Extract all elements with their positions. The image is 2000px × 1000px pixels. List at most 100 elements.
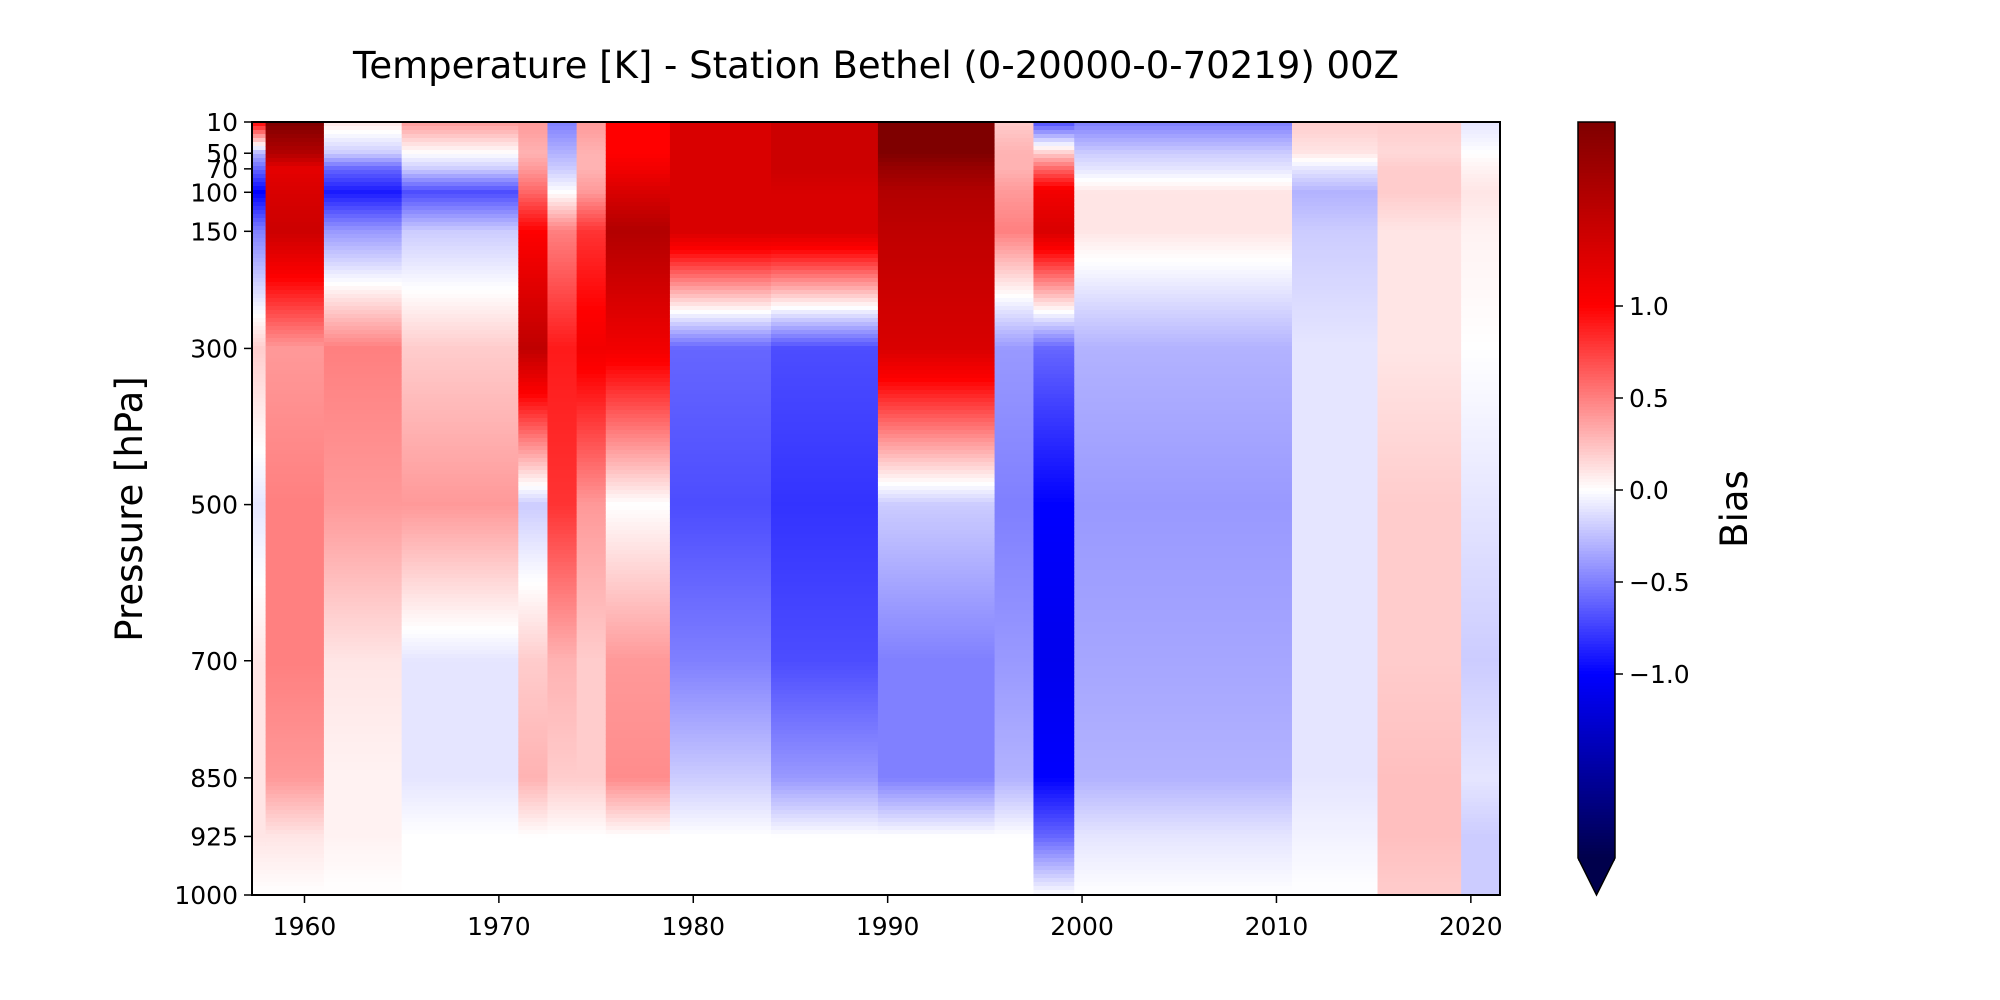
heatmap-cell <box>252 218 267 223</box>
heatmap-cell <box>576 242 607 247</box>
heatmap-cell <box>771 630 879 635</box>
colorbar-segment <box>1578 572 1615 576</box>
heatmap-cell <box>252 550 267 555</box>
heatmap-cell <box>518 702 549 707</box>
heatmap-cell <box>1461 510 1500 515</box>
heatmap-cell <box>547 750 578 755</box>
colorbar-segment <box>1578 332 1615 336</box>
heatmap-cell <box>252 606 267 611</box>
heatmap-cell <box>1292 446 1379 451</box>
heatmap-cell <box>877 334 996 339</box>
heatmap-cell <box>576 142 607 147</box>
heatmap-cell <box>252 414 267 419</box>
heatmap-cell <box>547 570 578 575</box>
heatmap-cell <box>401 186 519 191</box>
heatmap-cell <box>252 350 267 355</box>
heatmap-cell <box>401 594 519 599</box>
heatmap-cell <box>1074 258 1293 263</box>
heatmap-cell <box>994 146 1035 151</box>
heatmap-cell <box>771 570 879 575</box>
heatmap-cell <box>1033 538 1075 543</box>
heatmap-cell <box>605 778 671 783</box>
colorbar-segment <box>1578 284 1615 288</box>
heatmap-cell <box>1377 498 1462 503</box>
heatmap-cell <box>669 142 772 147</box>
heatmap-cell <box>771 366 879 371</box>
heatmap-cell <box>1292 330 1379 335</box>
heatmap-cell <box>771 362 879 367</box>
heatmap-cell <box>994 490 1035 495</box>
heatmap-cell <box>771 734 879 739</box>
heatmap-cell <box>323 294 403 299</box>
heatmap-cell <box>252 690 267 695</box>
heatmap-cell <box>576 686 607 691</box>
heatmap-cell <box>771 430 879 435</box>
heatmap-cell <box>1033 414 1075 419</box>
heatmap-cell <box>252 242 267 247</box>
colorbar-segment <box>1578 365 1615 369</box>
heatmap-cell <box>1074 562 1293 567</box>
heatmap-cell <box>518 566 549 571</box>
heatmap-cell <box>877 698 996 703</box>
heatmap-cell <box>994 850 1035 855</box>
heatmap-cell <box>547 654 578 659</box>
heatmap-cell <box>605 458 671 463</box>
heatmap-cell <box>1292 134 1379 139</box>
heatmap-cell <box>265 202 325 207</box>
heatmap-cell <box>669 126 772 131</box>
heatmap-cell <box>252 386 267 391</box>
heatmap-cell <box>576 350 607 355</box>
heatmap-cell <box>547 794 578 799</box>
heatmap-cell <box>1033 374 1075 379</box>
heatmap-cell <box>1033 146 1075 151</box>
heatmap-cell <box>877 434 996 439</box>
heatmap-cell <box>1074 478 1293 483</box>
heatmap-cell <box>547 526 578 531</box>
heatmap-cell <box>401 874 519 879</box>
heatmap-cell <box>1461 402 1500 407</box>
heatmap-cell <box>1461 814 1500 819</box>
heatmap-cell <box>1074 282 1293 287</box>
heatmap-cell <box>1074 366 1293 371</box>
heatmap-cell <box>1461 334 1500 339</box>
heatmap-cell <box>518 470 549 475</box>
heatmap-cell <box>1074 558 1293 563</box>
heatmap-cell <box>576 590 607 595</box>
heatmap-cell <box>1033 450 1075 455</box>
heatmap-cell <box>605 566 671 571</box>
heatmap-cell <box>669 222 772 227</box>
heatmap-cell <box>518 814 549 819</box>
heatmap-cell <box>576 298 607 303</box>
heatmap-cell <box>1074 326 1293 331</box>
heatmap-cell <box>265 862 325 867</box>
heatmap-cell <box>994 226 1035 231</box>
heatmap-cell <box>994 674 1035 679</box>
colorbar-segment <box>1578 773 1615 777</box>
heatmap-cell <box>576 706 607 711</box>
heatmap-cell <box>252 526 267 531</box>
colorbar-segment <box>1578 692 1615 696</box>
heatmap-cell <box>669 566 772 571</box>
heatmap-cell <box>252 410 267 415</box>
heatmap-cell <box>994 866 1035 871</box>
heatmap-cell <box>576 498 607 503</box>
heatmap-cell <box>518 690 549 695</box>
heatmap-cell <box>576 542 607 547</box>
heatmap-cell <box>252 482 267 487</box>
heatmap-cell <box>994 846 1035 851</box>
heatmap-cell <box>252 730 267 735</box>
heatmap-cell <box>518 718 549 723</box>
heatmap-cell <box>994 362 1035 367</box>
heatmap-cell <box>576 738 607 743</box>
heatmap-cell <box>1033 602 1075 607</box>
heatmap-cell <box>771 714 879 719</box>
heatmap-cell <box>1292 710 1379 715</box>
heatmap-cell <box>1074 126 1293 131</box>
heatmap-cell <box>1074 254 1293 259</box>
heatmap-cell <box>1033 770 1075 775</box>
heatmap-cell <box>547 782 578 787</box>
heatmap-cell <box>1292 318 1379 323</box>
heatmap-cell <box>323 706 403 711</box>
heatmap-cell <box>605 302 671 307</box>
heatmap-cell <box>877 702 996 707</box>
